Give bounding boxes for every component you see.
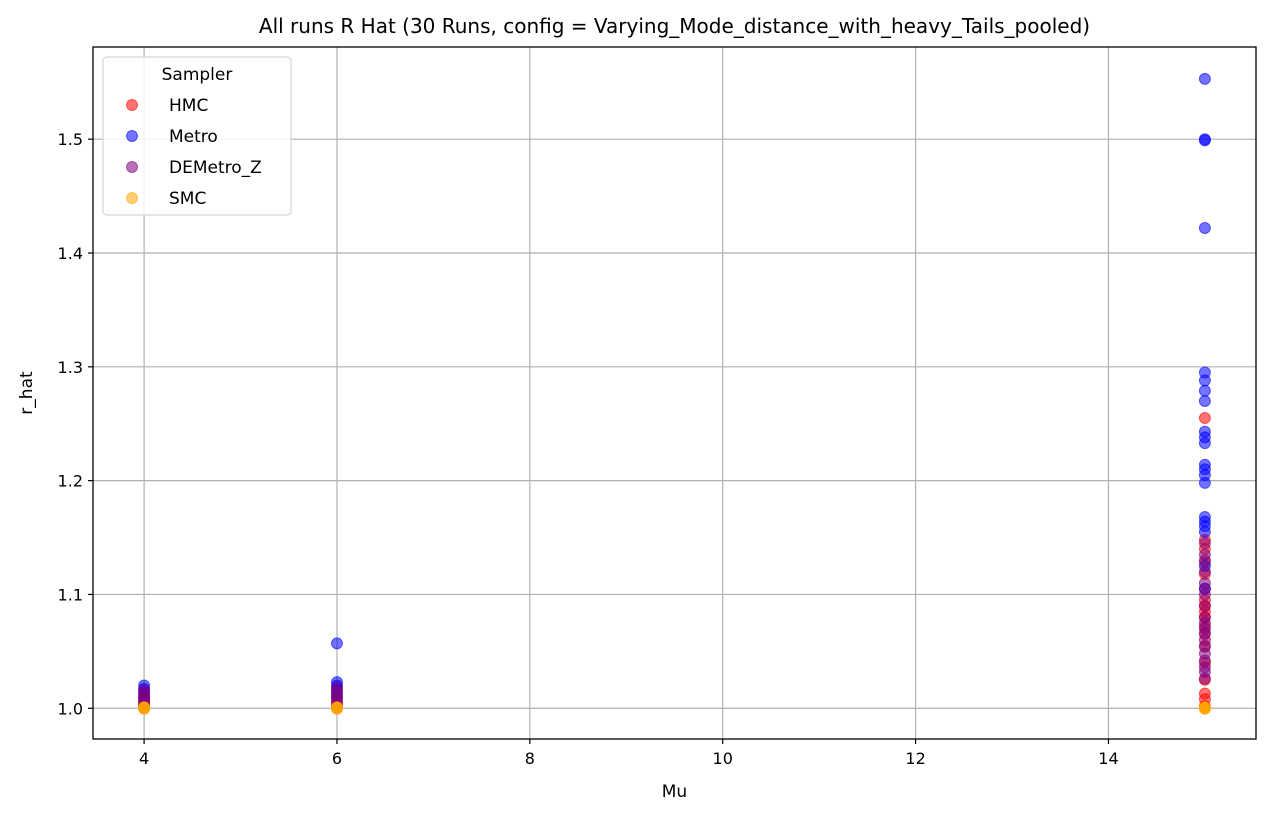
x-axis-label: Mu: [662, 782, 687, 802]
series-hmc: [138, 412, 1211, 715]
data-point: [1198, 548, 1211, 561]
data-point: [1198, 537, 1211, 550]
legend-marker: [126, 130, 138, 142]
legend-box: [102, 56, 292, 216]
plot-frame: [92, 46, 1257, 740]
data-point: [1198, 565, 1211, 578]
data-point: [1198, 221, 1211, 234]
data-point: [138, 684, 151, 697]
legend-item: DEMetro_Z: [126, 158, 262, 178]
y-tick-label: 1.1: [58, 585, 83, 604]
x-tick-label: 10: [713, 749, 733, 768]
data-point: [1198, 611, 1211, 624]
legend-marker: [126, 192, 138, 204]
legend-item: Metro: [126, 127, 218, 147]
data-point: [1198, 476, 1211, 489]
y-tick-label: 1.2: [58, 472, 83, 491]
legend-label: HMC: [169, 96, 208, 116]
data-point: [1198, 374, 1211, 387]
x-tick-label: 12: [905, 749, 925, 768]
data-point: [1198, 702, 1211, 715]
legend-title: Sampler: [162, 65, 233, 85]
legend-label: SMC: [169, 189, 206, 209]
data-point: [1198, 525, 1211, 538]
legend-marker: [126, 161, 138, 173]
legend-label: DEMetro_Z: [169, 158, 262, 178]
data-point: [1198, 394, 1211, 407]
y-tick-label: 1.4: [58, 244, 83, 263]
legend: Sampler HMC Metro DEMetro_Z SMC: [102, 56, 292, 216]
axis-ticks: 4 6 8 10 12 14 1.0 1.1 1.2 1.3 1.4 1.5: [58, 130, 1119, 768]
data-point: [1198, 577, 1211, 590]
series-metro: [138, 72, 1211, 703]
legend-item: SMC: [126, 189, 206, 209]
series-demetro-z: [138, 537, 1211, 714]
y-tick-label: 1.5: [58, 130, 83, 149]
data-point: [1198, 72, 1211, 85]
x-tick-label: 4: [139, 749, 149, 768]
data-point: [1198, 588, 1211, 601]
legend-item: HMC: [126, 96, 208, 116]
data-point: [330, 637, 343, 650]
data-point: [1198, 599, 1211, 612]
y-axis-label: r_hat: [17, 371, 37, 415]
data-point: [1198, 687, 1211, 700]
y-tick-label: 1.3: [58, 358, 83, 377]
data-point: [1198, 384, 1211, 397]
data-point: [1198, 412, 1211, 425]
legend-label: Metro: [169, 127, 218, 147]
data-point: [1198, 134, 1211, 147]
data-point: [330, 702, 343, 715]
chart-title: All runs R Hat (30 Runs, config = Varyin…: [259, 14, 1090, 38]
data-point: [138, 702, 151, 715]
x-tick-label: 8: [525, 749, 535, 768]
x-tick-label: 14: [1098, 749, 1118, 768]
series-smc: [138, 701, 1211, 715]
data-point: [1198, 437, 1211, 450]
data-point: [330, 681, 343, 694]
x-tick-label: 6: [332, 749, 342, 768]
y-tick-label: 1.0: [58, 699, 83, 718]
data-points: [138, 72, 1211, 715]
legend-marker: [126, 99, 138, 111]
